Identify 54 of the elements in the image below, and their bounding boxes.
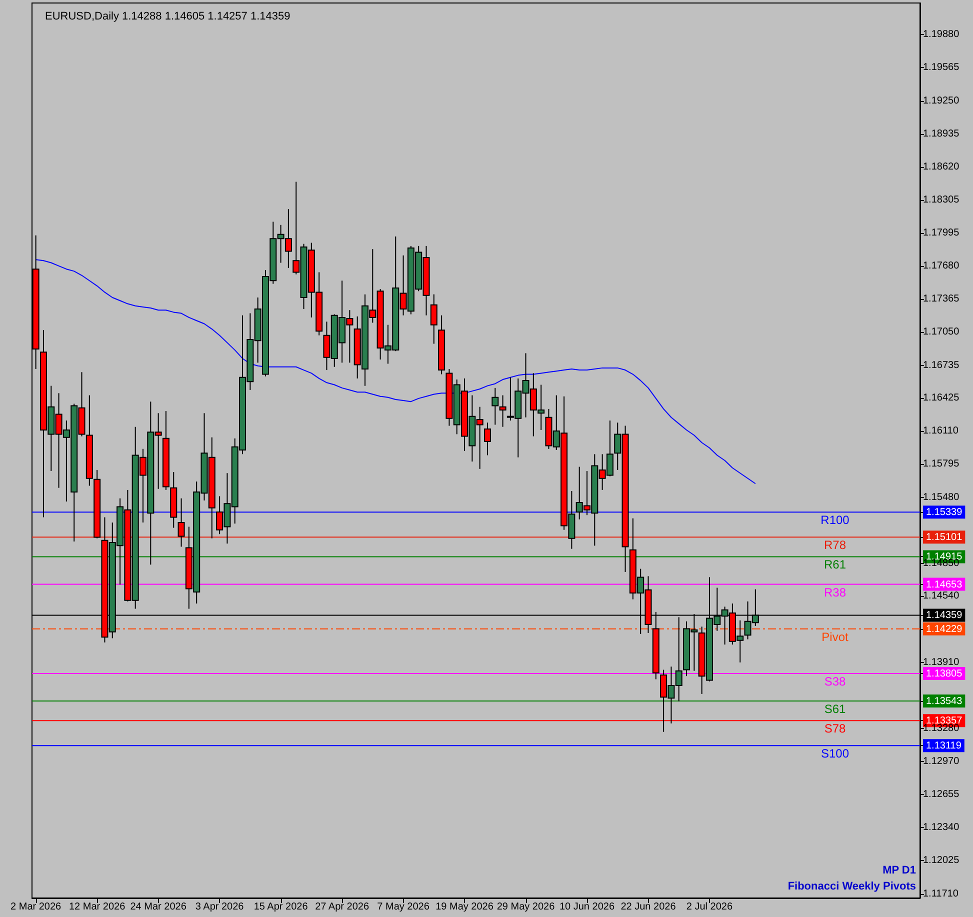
x-tick-label: 10 Jun 2026: [559, 902, 615, 912]
ref-line-label: S61: [824, 702, 846, 716]
y-tick-label: 1.14540: [923, 590, 960, 602]
y-tick-label: 1.13910: [923, 656, 960, 668]
ref-line-label: S100: [820, 746, 850, 761]
y-tick-label: 1.18620: [923, 162, 960, 173]
y-tick-label: 1.19880: [923, 29, 960, 40]
y-tick-label: 1.17365: [923, 294, 960, 305]
y-tick-label: 1.16110: [923, 426, 959, 437]
ref-line-label: R38: [824, 585, 846, 600]
annotation: MP D1: [882, 864, 916, 876]
ref-line-label: S38: [824, 674, 846, 688]
x-tick-label: 19 May 2026: [436, 902, 494, 912]
x-tick-label: 27 Apr 2026: [315, 902, 370, 912]
y-tick-label: 1.12655: [923, 788, 960, 800]
y-tick-label: 1.15795: [923, 458, 960, 470]
y-tick-label: 1.16425: [923, 392, 960, 404]
text: EURUSD,Daily 1.14288 1.14605 1.14257 1.14359: [45, 10, 290, 22]
x-tick-label: 3 Apr 2026: [195, 902, 244, 912]
ref-line-label: R61: [824, 558, 846, 572]
y-tick-label: 1.15480: [923, 492, 960, 503]
y-tick-label: 1.17995: [923, 227, 960, 238]
y-tick-label: 1.14229: [926, 624, 963, 635]
y-tick-label: 1.13543: [926, 696, 963, 708]
x-tick-label: 24 Mar 2026: [130, 902, 187, 912]
x-tick-label: 2 Jul 2026: [686, 902, 733, 912]
x-tick-label: 22 Jun 2026: [620, 902, 676, 912]
y-tick-label: 1.18935: [923, 128, 960, 140]
annotation: Fibonacci Weekly Pivots: [788, 880, 916, 892]
y-tick-label: 1.12340: [923, 822, 960, 834]
x-tick-label: 12 Mar 2026: [68, 902, 126, 912]
y-tick-label: 1.14359: [926, 610, 963, 622]
y-tick-label: 1.14653: [926, 579, 963, 590]
y-tick-label: 1.13119: [926, 740, 962, 752]
y-tick-label: 1.19565: [923, 62, 960, 74]
ref-line-label: Pivot: [822, 630, 849, 644]
ref-line-label: R78: [824, 538, 846, 552]
ref-line-label: R100: [820, 513, 850, 528]
x-tick-label: 7 May 2026: [377, 902, 430, 912]
y-tick-label: 1.17680: [923, 260, 960, 272]
y-tick-label: 1.12970: [923, 756, 960, 767]
ref-line-label: S78: [824, 722, 846, 736]
y-tick-label: 1.18305: [923, 194, 960, 206]
x-tick-label: 29 May 2026: [496, 902, 556, 912]
y-tick-label: 1.11710: [923, 888, 959, 900]
y-tick-label: 1.15339: [926, 507, 963, 518]
x-tick-label: 15 Apr 2026: [254, 902, 308, 912]
y-tick-label: 1.13805: [926, 668, 963, 680]
y-tick-label: 1.12025: [923, 855, 960, 866]
y-tick-label: 1.19250: [923, 95, 960, 106]
y-tick-label: 1.17050: [923, 326, 960, 338]
x-tick-label: 2 Mar 2026: [10, 902, 62, 912]
y-tick-label: 1.15101: [926, 532, 963, 544]
y-tick-label: 1.16735: [923, 360, 960, 371]
